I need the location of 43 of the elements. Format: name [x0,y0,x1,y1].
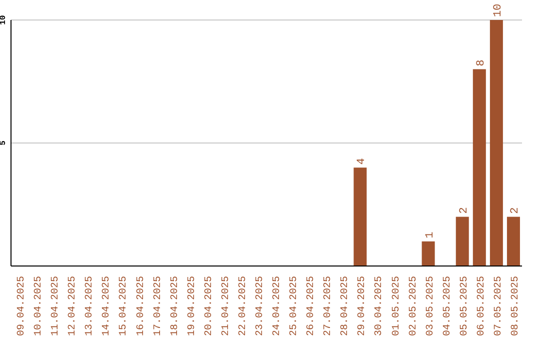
x-tick-label: 16.04.2025 [136,276,147,336]
x-tick-label: 25.04.2025 [289,276,300,336]
x-tick-label: 02.05.2025 [408,276,420,336]
x-tick-label: 26.04.2025 [306,276,318,336]
bar [422,241,435,266]
x-tick-label: 10.04.2025 [34,276,45,336]
data-label: 2 [509,207,522,214]
x-tick-label: 19.04.2025 [186,276,198,336]
x-tick-label: 18.04.2025 [170,276,181,336]
data-label: 10 [492,4,504,17]
bar [472,69,486,266]
x-tick-label: 29.04.2025 [357,276,368,336]
x-tick-label: 09.04.2025 [16,276,28,336]
x-tick-label: 23.04.2025 [254,276,266,336]
data-label: 4 [356,158,368,165]
data-label: 8 [475,60,488,66]
bar [506,216,520,266]
x-tick-label: 14.04.2025 [102,276,113,336]
x-tick-label: 30.04.2025 [374,276,386,336]
x-tick-label: 01.05.2025 [391,276,402,336]
x-tick-label: 12.04.2025 [68,276,79,336]
x-tick-label: 13.04.2025 [84,276,96,336]
x-tick-label: 15.04.2025 [118,276,130,336]
data-label: 1 [424,231,436,238]
x-tick-label: 28.04.2025 [340,276,352,336]
x-tick-label: 21.04.2025 [220,276,232,336]
x-tick-label: 07.05.2025 [493,276,504,336]
x-tick-label: 11.04.2025 [50,276,62,336]
x-tick-label: 24.04.2025 [272,276,284,336]
x-tick-label: 05.05.2025 [459,276,470,336]
x-tick-label: 08.05.2025 [510,276,522,336]
bar [354,168,367,266]
x-tick-label: 17.04.2025 [152,276,164,336]
data-label: 2 [458,207,470,214]
bar [490,20,503,266]
x-tick-label: 03.05.2025 [425,276,436,336]
bar [456,216,469,266]
x-tick-label: 06.05.2025 [476,276,488,336]
x-tick-label: 20.04.2025 [204,276,215,336]
x-tick-label: 27.04.2025 [323,276,334,336]
y-tick-label: 5 [0,140,8,146]
x-tick-label: 04.05.2025 [442,276,454,336]
x-tick-label: 22.04.2025 [238,276,249,336]
